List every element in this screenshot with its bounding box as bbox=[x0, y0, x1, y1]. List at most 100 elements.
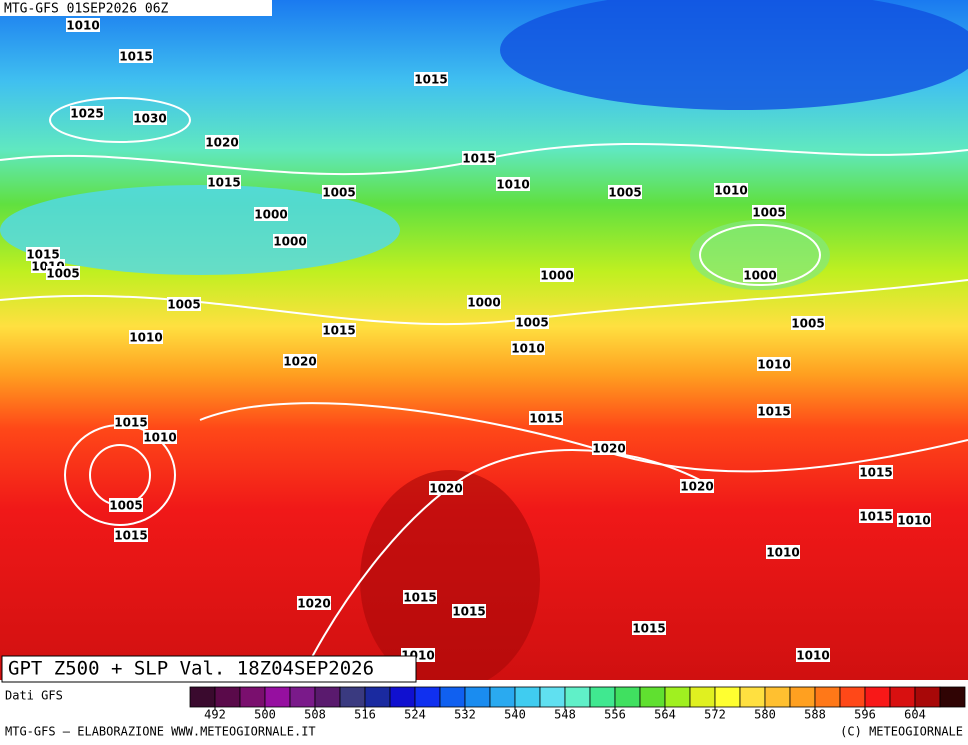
isobar-label: 1015 bbox=[26, 248, 59, 262]
low-height-area bbox=[500, 0, 968, 110]
colorbar-swatch bbox=[364, 686, 391, 708]
label-box bbox=[403, 590, 437, 604]
label-box bbox=[796, 648, 830, 662]
label-box bbox=[26, 247, 60, 261]
isobar-label: 1005 bbox=[167, 298, 200, 312]
label-box bbox=[114, 415, 148, 429]
label-box bbox=[680, 479, 714, 493]
colorbar-swatch bbox=[664, 686, 691, 708]
label-box bbox=[757, 357, 791, 371]
isobar-label: 1000 bbox=[254, 208, 287, 222]
isobar-label: 1020 bbox=[680, 480, 713, 494]
colorbar-label: 500 bbox=[254, 708, 276, 722]
isobar-label: 1005 bbox=[752, 206, 785, 220]
label-box bbox=[515, 315, 549, 329]
label-box bbox=[414, 72, 448, 86]
isobar-label: 1015 bbox=[859, 510, 892, 524]
label-box bbox=[207, 175, 241, 189]
colorbar-swatch bbox=[689, 686, 716, 708]
colorbar-label: 596 bbox=[854, 708, 876, 722]
label-box bbox=[632, 621, 666, 635]
label-box bbox=[205, 135, 239, 149]
isobar-label: 1005 bbox=[791, 317, 824, 331]
ridge-area bbox=[360, 470, 540, 690]
colorbar-swatch bbox=[514, 686, 541, 708]
label-box bbox=[129, 330, 163, 344]
isobar-label: 1005 bbox=[109, 499, 142, 513]
colorbar-swatch bbox=[239, 686, 266, 708]
footer-right: (C) METEOGIORNALE bbox=[840, 725, 963, 739]
low-height-area bbox=[0, 185, 400, 275]
isobar-label: 1015 bbox=[403, 591, 436, 605]
colorbar-swatch bbox=[539, 686, 566, 708]
colorbar-swatch bbox=[889, 686, 916, 708]
isobar-label: 1000 bbox=[467, 296, 500, 310]
label-box bbox=[714, 183, 748, 197]
isobar-label: 1015 bbox=[452, 605, 485, 619]
isobar-label: 1000 bbox=[540, 269, 573, 283]
isobar-label: 1015 bbox=[119, 50, 152, 64]
isobar-label: 1015 bbox=[114, 529, 147, 543]
label-box bbox=[452, 604, 486, 618]
isobar-label: 1005 bbox=[46, 267, 79, 281]
isobar-label: 1015 bbox=[322, 324, 355, 338]
label-box bbox=[791, 316, 825, 330]
colorbar-label: 604 bbox=[904, 708, 926, 722]
label-box bbox=[429, 481, 463, 495]
label-box bbox=[608, 185, 642, 199]
label-box bbox=[66, 18, 100, 32]
isobar-label: 1020 bbox=[205, 136, 238, 150]
label-box bbox=[322, 323, 356, 337]
isobar-label: 1020 bbox=[592, 442, 625, 456]
isobar-label: 1010 bbox=[511, 342, 544, 356]
label-box bbox=[283, 354, 317, 368]
label-box bbox=[254, 207, 288, 221]
isobar-label: 1000 bbox=[743, 269, 776, 283]
isobar-label: 1015 bbox=[757, 405, 790, 419]
label-box bbox=[109, 498, 143, 512]
label-box bbox=[133, 111, 167, 125]
label-box bbox=[540, 268, 574, 282]
label-box bbox=[766, 545, 800, 559]
header-box bbox=[0, 0, 272, 16]
colorbar-swatch bbox=[339, 686, 366, 708]
isobar-label: 1010 bbox=[897, 514, 930, 528]
colorbar-swatch bbox=[214, 686, 241, 708]
colorbar-label: 508 bbox=[304, 708, 326, 722]
label-box bbox=[322, 185, 356, 199]
colorbar-label: 516 bbox=[354, 708, 376, 722]
isobar-label: 1015 bbox=[114, 416, 147, 430]
colorbar-swatch bbox=[714, 686, 741, 708]
colorbar-label: 540 bbox=[504, 708, 526, 722]
isobar-label: 1010 bbox=[143, 431, 176, 445]
colorbar-label: 580 bbox=[754, 708, 776, 722]
isobar-label: 1010 bbox=[66, 19, 99, 33]
run-info: MTG-GFS 01SEP2026 06Z bbox=[4, 2, 169, 17]
label-box bbox=[752, 205, 786, 219]
label-box bbox=[529, 411, 563, 425]
label-box bbox=[167, 297, 201, 311]
label-box bbox=[897, 513, 931, 527]
label-box bbox=[46, 266, 80, 280]
label-box bbox=[496, 177, 530, 191]
isobar-label: 1020 bbox=[283, 355, 316, 369]
footer-left: MTG-GFS — ELABORAZIONE WWW.METEOGIORNALE… bbox=[5, 725, 316, 739]
isobar-label: 1010 bbox=[766, 546, 799, 560]
colorbar-swatch bbox=[639, 686, 666, 708]
label-box bbox=[114, 528, 148, 542]
colorbar-label: 588 bbox=[804, 708, 826, 722]
label-box bbox=[511, 341, 545, 355]
isobar-label: 1005 bbox=[515, 316, 548, 330]
isobar-label: 1000 bbox=[273, 235, 306, 249]
colorbar-swatch bbox=[289, 686, 316, 708]
colorbar-swatch bbox=[789, 686, 816, 708]
colorbar-swatch bbox=[389, 686, 416, 708]
label-box bbox=[592, 441, 626, 455]
isobar-label: 1025 bbox=[70, 107, 103, 121]
source: Dati GFS bbox=[5, 689, 63, 703]
colorbar-swatch bbox=[564, 686, 591, 708]
label-box bbox=[859, 465, 893, 479]
colorbar-swatch bbox=[189, 686, 216, 708]
colorbar-swatch bbox=[589, 686, 616, 708]
